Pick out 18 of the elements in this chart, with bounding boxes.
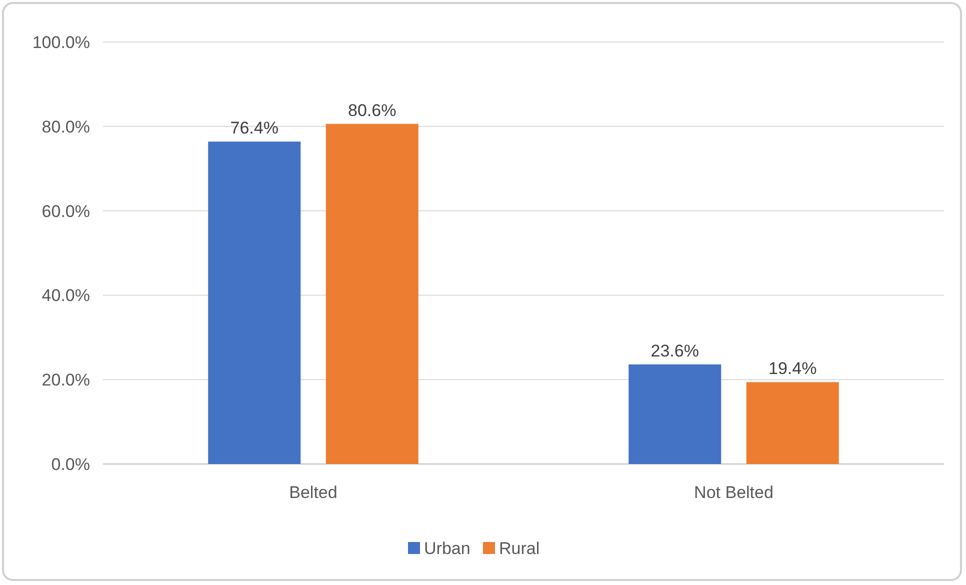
y-tick-label: 100.0% [32,32,90,52]
legend-label: Urban [424,538,470,558]
data-label: 23.6% [650,341,699,360]
bar [208,142,301,464]
y-tick-label: 60.0% [42,202,90,221]
y-tick-label: 0.0% [51,454,90,474]
y-tick-label: 80.0% [42,117,90,136]
x-tick-label: Belted [289,483,338,502]
bar [628,364,722,464]
x-tick-label: Not Belted [694,483,774,502]
y-tick-label: 20.0% [42,370,90,390]
legend-label: Rural [499,538,540,558]
data-label: 80.6% [348,100,396,120]
y-tick-label: 40.0% [42,286,90,306]
data-label: 76.4% [230,118,278,138]
data-label: 19.4% [768,359,817,378]
bar [326,124,418,464]
bar [746,382,839,464]
